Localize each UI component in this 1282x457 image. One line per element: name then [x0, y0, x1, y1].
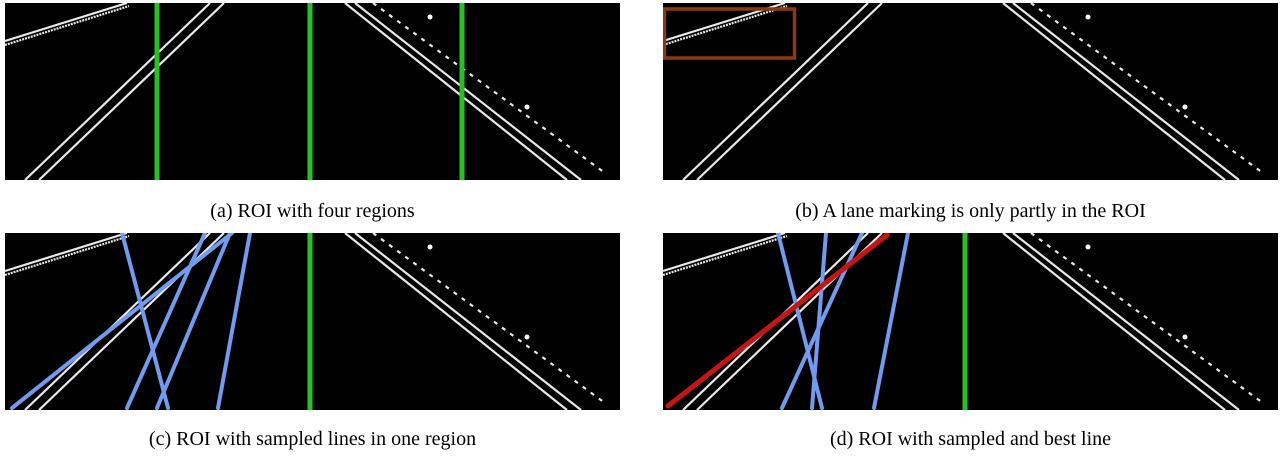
caption: (a) ROI with four regions [5, 200, 620, 223]
caption: (b) A lane marking is only partly in the… [663, 200, 1278, 223]
caption: (d) ROI with sampled and best line [663, 428, 1278, 451]
roi-image-b [663, 3, 1278, 180]
roi-image-c [5, 233, 620, 410]
road-image [663, 233, 1278, 410]
roi-image-a [5, 3, 620, 180]
roi-image-d [663, 233, 1278, 410]
figure: (a) ROI with four regions (b) A lane mar… [0, 0, 1282, 457]
caption: (c) ROI with sampled lines in one region [5, 428, 620, 451]
road-image [663, 3, 1278, 180]
